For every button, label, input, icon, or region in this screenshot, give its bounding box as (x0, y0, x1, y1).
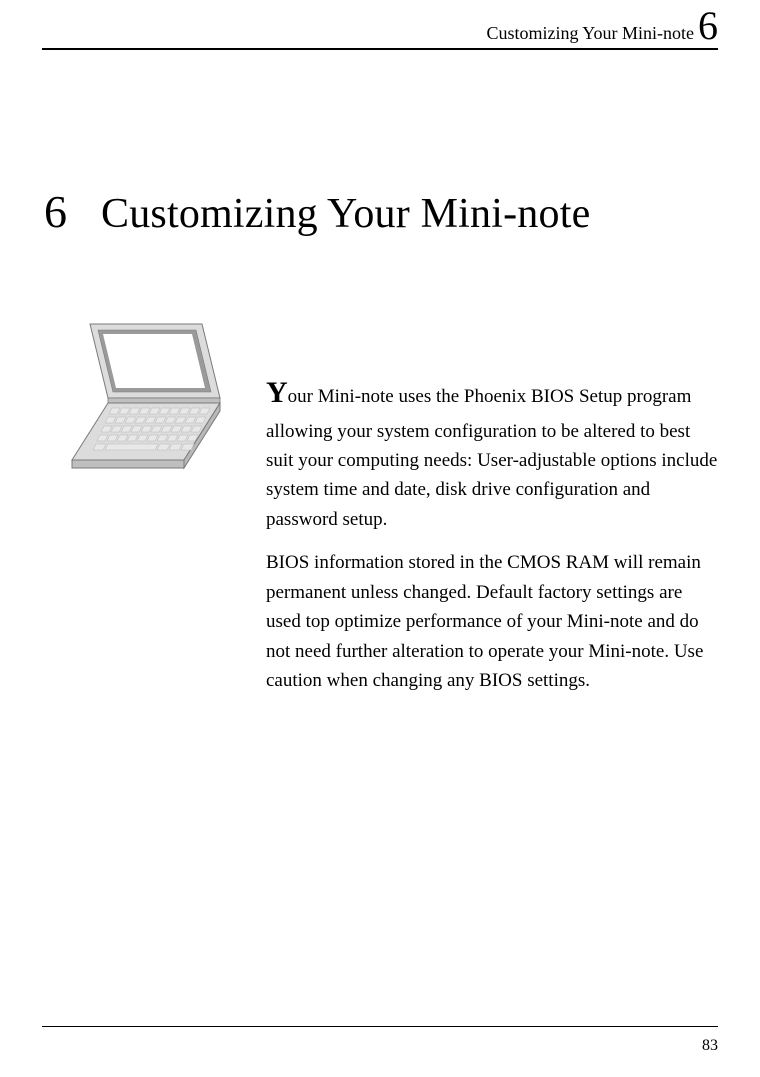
running-header-plain: Customizing Your (486, 23, 622, 43)
chapter-heading: 6 Customizing Your Mini-note (42, 185, 718, 238)
running-header-text: Customizing Your Mini-note (486, 23, 694, 44)
page: Customizing Your Mini-note 6 6 Customizi… (0, 0, 760, 1077)
chapter-number: 6 (44, 185, 67, 238)
paragraph-2: BIOS information stored in the CMOS RAM … (266, 548, 718, 695)
running-header-chapter-num: 6 (698, 6, 718, 46)
page-number: 83 (702, 1037, 718, 1055)
dropcap: Y (266, 376, 288, 409)
running-header-styled: Mini-note (622, 23, 694, 43)
paragraph-1: Your Mini-note uses the Phoenix BIOS Set… (266, 370, 718, 534)
chapter-title: Customizing Your Mini-note (101, 190, 590, 238)
paragraph-1-rest: our Mini-note uses the Phoenix BIOS Setu… (266, 386, 717, 530)
content-row: Your Mini-note uses the Phoenix BIOS Set… (42, 318, 718, 709)
running-header: Customizing Your Mini-note 6 (42, 0, 718, 46)
chapter-title-part1: Customizing Your (101, 191, 421, 237)
laptop-icon (52, 318, 232, 473)
body-column: Your Mini-note uses the Phoenix BIOS Set… (266, 318, 718, 709)
footer-rule (42, 1026, 718, 1027)
laptop-illustration-wrap (42, 318, 242, 473)
chapter-title-part2: Mini-note (421, 191, 591, 237)
header-rule (42, 48, 718, 50)
